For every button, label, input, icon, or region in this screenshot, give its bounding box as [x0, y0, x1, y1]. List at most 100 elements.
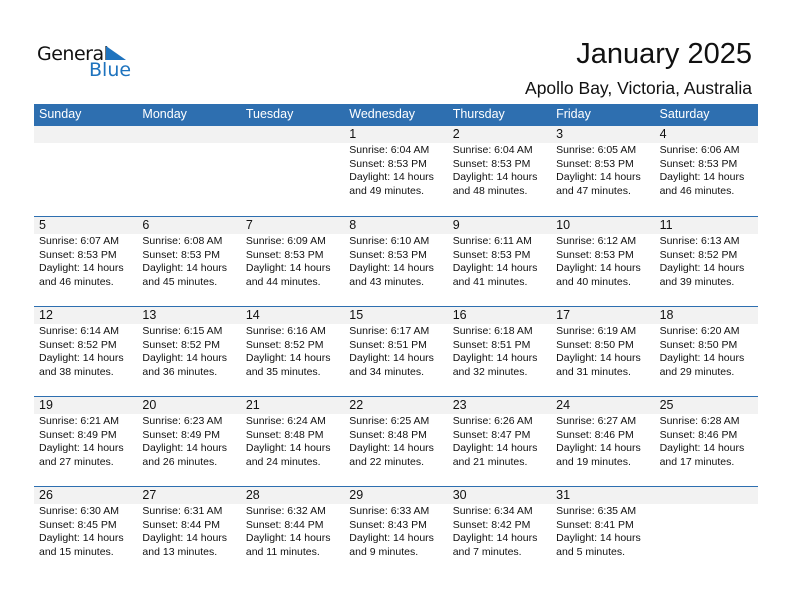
- day-number: 15: [349, 308, 364, 322]
- sunrise-text: Sunrise: 6:05 AM: [556, 144, 637, 156]
- day-number: 25: [659, 398, 674, 412]
- day-number: 18: [659, 308, 674, 322]
- daylight1-text: Daylight: 14 hours: [349, 532, 434, 544]
- sunset-text: Sunset: 8:46 PM: [556, 428, 634, 441]
- sunrise-text: Sunrise: 6:13 AM: [659, 235, 740, 247]
- sunrise-text: Sunrise: 6:18 AM: [452, 325, 533, 337]
- sunset-text: Sunset: 8:48 PM: [349, 428, 427, 441]
- day-cell: 9 Sunrise: 6:11 AM Sunset: 8:53 PM Daylight…: [448, 217, 551, 307]
- sunset-text: Sunset: 8:44 PM: [142, 518, 221, 531]
- daylight1-text: Daylight: 14 hours: [39, 532, 124, 544]
- sunset-text: Sunset: 8:53 PM: [556, 248, 634, 261]
- day-number: 8: [349, 218, 357, 232]
- day-number: 1: [349, 127, 357, 141]
- daylight1-text: Daylight: 14 hours: [556, 532, 641, 544]
- daylight1-text: Daylight: 14 hours: [556, 352, 641, 364]
- daylight2-text: and 41 minutes.: [452, 275, 528, 288]
- weekday-header: Sunday Monday Tuesday Wednesday Thursday Frid…: [34, 104, 758, 126]
- sunset-text: Sunset: 8:51 PM: [452, 338, 531, 351]
- sunrise-text: Sunrise: 6:09 AM: [245, 235, 326, 247]
- day-number: 29: [349, 488, 364, 502]
- sunset-text: Sunset: 8:52 PM: [245, 338, 324, 351]
- sunset-text: Sunset: 8:53 PM: [452, 248, 531, 261]
- daylight2-text: and 24 minutes.: [245, 455, 321, 468]
- daylight1-text: Daylight: 14 hours: [245, 532, 331, 544]
- logo-text-blue: Blue: [89, 59, 132, 81]
- sunrise-text: Sunrise: 6:10 AM: [349, 235, 430, 247]
- day-number: 16: [452, 308, 467, 322]
- day-cell: 25 Sunrise: 6:28 AM Sunset: 8:46 PM Dayligh…: [655, 397, 758, 487]
- sunrise-text: Sunrise: 6:04 AM: [349, 144, 430, 156]
- day-cell: 21 Sunrise: 6:24 AM Sunset: 8:48 PM Dayligh…: [241, 397, 344, 487]
- daylight2-text: and 17 minutes.: [659, 455, 735, 468]
- sunrise-text: Sunrise: 6:06 AM: [659, 144, 740, 156]
- daylight1-text: Daylight: 14 hours: [349, 171, 434, 183]
- day-number: 13: [142, 308, 157, 322]
- sunrise-text: Sunrise: 6:12 AM: [556, 235, 637, 247]
- daylight1-text: Daylight: 14 hours: [142, 352, 228, 364]
- daylight1-text: Daylight: 14 hours: [452, 171, 538, 183]
- sunrise-text: Sunrise: 6:16 AM: [245, 325, 326, 337]
- date-row-background: [34, 307, 758, 324]
- day-number: 21: [245, 398, 260, 412]
- weekday-thursday: Thursday: [452, 107, 505, 121]
- daylight1-text: Daylight: 14 hours: [659, 171, 745, 183]
- week-row: 5 Sunrise: 6:07 AM Sunset: 8:53 PM Daylight…: [34, 216, 758, 306]
- day-cell: 18 Sunrise: 6:20 AM Sunset: 8:50 PM Dayligh…: [655, 307, 758, 397]
- day-cell: 2 Sunrise: 6:04 AM Sunset: 8:53 PM Daylight…: [448, 126, 551, 216]
- week-row: 19 Sunrise: 6:21 AM Sunset: 8:49 PM Dayligh…: [34, 396, 758, 486]
- logo: General Blue: [37, 43, 132, 83]
- day-cell: 16 Sunrise: 6:18 AM Sunset: 8:51 PM Dayligh…: [448, 307, 551, 397]
- day-cell: 30 Sunrise: 6:34 AM Sunset: 8:42 PM Dayligh…: [448, 487, 551, 577]
- daylight2-text: and 29 minutes.: [659, 365, 735, 378]
- day-cell: 24 Sunrise: 6:27 AM Sunset: 8:46 PM Dayligh…: [551, 397, 654, 487]
- daylight1-text: Daylight: 14 hours: [659, 262, 745, 274]
- sunset-text: Sunset: 8:53 PM: [245, 248, 324, 261]
- day-cell: 4 Sunrise: 6:06 AM Sunset: 8:53 PM Daylight…: [655, 126, 758, 216]
- sunrise-text: Sunrise: 6:15 AM: [142, 325, 223, 337]
- daylight2-text: and 46 minutes.: [39, 275, 114, 288]
- day-cell: 20 Sunrise: 6:23 AM Sunset: 8:49 PM Dayligh…: [137, 397, 240, 487]
- sunrise-text: Sunrise: 6:11 AM: [452, 235, 532, 247]
- day-number: 24: [556, 398, 571, 412]
- day-number: 19: [39, 398, 53, 412]
- sunrise-text: Sunrise: 6:04 AM: [452, 144, 533, 156]
- sunrise-text: Sunrise: 6:34 AM: [452, 505, 533, 517]
- sunrise-text: Sunrise: 6:30 AM: [39, 505, 119, 517]
- daylight2-text: and 40 minutes.: [556, 275, 631, 288]
- sunset-text: Sunset: 8:50 PM: [556, 338, 634, 351]
- daylight1-text: Daylight: 14 hours: [39, 442, 124, 454]
- daylight1-text: Daylight: 14 hours: [142, 262, 228, 274]
- daylight1-text: Daylight: 14 hours: [245, 442, 331, 454]
- day-number: 22: [349, 398, 364, 412]
- daylight2-text: and 5 minutes.: [556, 545, 626, 558]
- daylight1-text: Daylight: 14 hours: [349, 352, 434, 364]
- day-cell: 15 Sunrise: 6:17 AM Sunset: 8:51 PM Dayligh…: [344, 307, 447, 397]
- sunset-text: Sunset: 8:53 PM: [659, 157, 738, 170]
- logo-text-general: General: [37, 43, 109, 65]
- sunset-text: Sunset: 8:53 PM: [349, 157, 427, 170]
- day-number: 11: [659, 218, 673, 232]
- daylight1-text: Daylight: 14 hours: [659, 442, 745, 454]
- sunrise-text: Sunrise: 6:21 AM: [39, 415, 119, 427]
- day-cell: 6 Sunrise: 6:08 AM Sunset: 8:53 PM Daylight…: [137, 217, 240, 307]
- day-number: 7: [245, 218, 253, 232]
- week-row: 1 Sunrise: 6:04 AM Sunset: 8:53 PM Daylight…: [34, 126, 758, 216]
- daylight2-text: and 27 minutes.: [39, 455, 114, 468]
- sunrise-text: Sunrise: 6:14 AM: [39, 325, 119, 337]
- day-cell: 31 Sunrise: 6:35 AM Sunset: 8:41 PM Dayligh…: [551, 487, 654, 577]
- day-cell: 12 Sunrise: 6:14 AM Sunset: 8:52 PM Dayligh…: [34, 307, 137, 397]
- daylight1-text: Daylight: 14 hours: [142, 442, 228, 454]
- day-number: 4: [659, 127, 667, 141]
- daylight2-text: and 39 minutes.: [659, 275, 735, 288]
- sunset-text: Sunset: 8:53 PM: [39, 248, 117, 261]
- day-cell: 8 Sunrise: 6:10 AM Sunset: 8:53 PM Daylight…: [344, 217, 447, 307]
- daylight2-text: and 35 minutes.: [245, 365, 321, 378]
- sunrise-text: Sunrise: 6:07 AM: [39, 235, 119, 247]
- day-number: 2: [452, 127, 460, 141]
- daylight2-text: and 21 minutes.: [452, 455, 528, 468]
- day-cell: 28 Sunrise: 6:32 AM Sunset: 8:44 PM Dayligh…: [241, 487, 344, 577]
- day-cell: 13 Sunrise: 6:15 AM Sunset: 8:52 PM Dayligh…: [137, 307, 240, 397]
- daylight1-text: Daylight: 14 hours: [452, 442, 538, 454]
- daylight2-text: and 47 minutes.: [556, 184, 631, 197]
